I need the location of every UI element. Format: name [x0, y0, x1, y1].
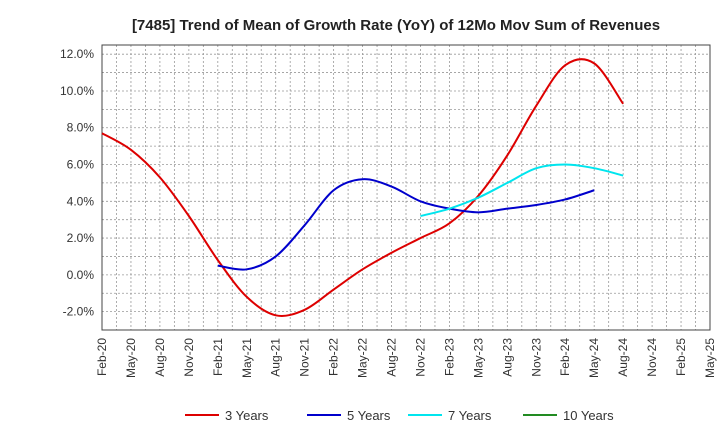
- series-line-7-years: [420, 163, 624, 217]
- x-tick-label: Nov-21: [298, 338, 312, 377]
- x-tick-label: Nov-23: [529, 338, 543, 377]
- series-lines: [101, 58, 624, 317]
- x-tick-label: May-21: [240, 338, 254, 378]
- y-tick-label: 10.0%: [60, 84, 94, 98]
- x-tick-label: May-22: [356, 338, 370, 378]
- legend-label: 10 Years: [563, 408, 614, 423]
- y-tick-label: 6.0%: [67, 158, 95, 172]
- x-tick-label: May-24: [587, 338, 601, 378]
- x-tick-label: May-20: [124, 338, 138, 378]
- x-tick-label: Aug-23: [500, 338, 514, 377]
- x-tick-label: Nov-24: [645, 338, 659, 377]
- y-tick-label: 4.0%: [67, 194, 95, 208]
- x-tick-label: Nov-22: [413, 338, 427, 377]
- y-tick-label: -2.0%: [63, 305, 95, 319]
- x-tick-label: Aug-20: [153, 338, 167, 377]
- plot-frame: [101, 44, 711, 331]
- x-tick-label: Feb-20: [95, 338, 109, 376]
- y-tick-label: 0.0%: [67, 268, 95, 282]
- y-tick-label: 2.0%: [67, 231, 95, 245]
- x-tick-label: Aug-21: [269, 338, 283, 377]
- x-tick-label: Feb-21: [211, 338, 225, 376]
- x-tick-label: Feb-25: [674, 338, 688, 376]
- axes: -2.0% 0.0% 2.0% 4.0% 6.0% 8.0% 10.0% 12.0% Feb-2…: [60, 44, 717, 378]
- x-tick-label: Aug-22: [385, 338, 399, 377]
- y-tick-label: 8.0%: [67, 121, 95, 135]
- series-line-5-years: [217, 178, 595, 271]
- x-tick-label: May-25: [703, 338, 717, 378]
- series-line-3-years: [101, 58, 624, 317]
- legend-label: 7 Years: [448, 408, 492, 423]
- grid: [102, 45, 710, 331]
- x-tick-label: Feb-24: [558, 338, 572, 376]
- x-tick-label: May-23: [471, 338, 485, 378]
- y-tick-label: 12.0%: [60, 47, 94, 61]
- x-tick-label: Feb-23: [442, 338, 456, 376]
- legend-label: 5 Years: [347, 408, 391, 423]
- legend: 3 Years 5 Years 7 Years 10 Years: [185, 408, 614, 423]
- x-tick-label: Nov-20: [182, 338, 196, 377]
- x-tick-label: Aug-24: [616, 338, 630, 377]
- chart-title: [7485] Trend of Mean of Growth Rate (YoY…: [132, 17, 660, 34]
- legend-label: 3 Years: [225, 408, 269, 423]
- x-tick-label: Feb-22: [327, 338, 341, 376]
